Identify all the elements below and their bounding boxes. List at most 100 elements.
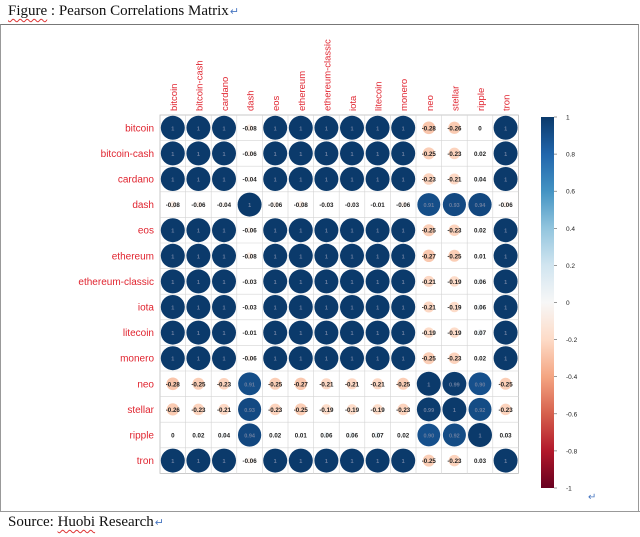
correlation-value: -0.25 xyxy=(294,407,309,414)
correlation-circle xyxy=(417,193,441,217)
correlation-circle xyxy=(422,121,436,135)
correlation-value: 1 xyxy=(171,229,174,235)
correlation-circle xyxy=(340,115,364,140)
correlation-circle xyxy=(288,346,313,371)
correlation-circle xyxy=(340,346,364,371)
correlation-circle xyxy=(391,218,416,243)
correlation-circle xyxy=(448,173,460,185)
correlation-circle xyxy=(212,167,236,191)
correlation-value: -0.19 xyxy=(422,330,437,337)
correlation-circle xyxy=(340,295,364,319)
correlation-circle xyxy=(160,218,185,243)
correlation-circle xyxy=(186,141,211,166)
correlation-circle xyxy=(324,202,329,207)
correlation-circle xyxy=(212,269,236,294)
correlation-circle xyxy=(468,423,492,447)
correlation-value: -0.23 xyxy=(396,407,411,414)
correlation-value: 1 xyxy=(222,254,225,260)
correlation-value: 1 xyxy=(171,178,174,184)
correlation-value: 1 xyxy=(376,357,379,363)
correlation-value: -0.23 xyxy=(217,381,232,388)
correlation-value: 0.04 xyxy=(474,177,487,184)
correlation-circle xyxy=(365,243,390,268)
correlation-value: 1 xyxy=(376,254,379,260)
correlation-circle xyxy=(365,141,390,166)
correlation-circle xyxy=(346,404,358,415)
correlation-circle xyxy=(477,278,483,285)
correlation-circle xyxy=(448,352,461,364)
correlation-circle xyxy=(417,423,441,447)
correlation-value: 1 xyxy=(171,459,174,465)
correlation-value: 1 xyxy=(376,306,379,312)
correlation-value: 1 xyxy=(504,229,507,235)
row-label: ripple xyxy=(130,431,155,442)
correlation-circle xyxy=(247,304,252,310)
correlation-value: -0.23 xyxy=(422,177,437,184)
row-label: ethereum-classic xyxy=(78,277,154,288)
correlation-value: 1 xyxy=(299,306,302,312)
correlation-circle xyxy=(365,448,390,473)
correlation-circle xyxy=(340,320,364,345)
correlation-value: -0.06 xyxy=(243,151,258,158)
correlation-value: -0.06 xyxy=(499,202,514,209)
correlation-circle xyxy=(423,301,435,313)
row-label: ethereum xyxy=(112,251,154,262)
correlation-circle xyxy=(397,377,410,390)
correlation-value: 1 xyxy=(222,229,225,235)
correlation-value: 1 xyxy=(427,382,430,388)
row-label: cardano xyxy=(118,175,155,186)
correlation-value: 1 xyxy=(325,152,328,158)
correlation-circle xyxy=(476,329,484,336)
column-label: eos xyxy=(271,95,282,111)
correlation-circle xyxy=(314,218,339,243)
correlation-circle xyxy=(365,218,390,243)
correlation-value: 0.07 xyxy=(474,330,487,337)
correlation-value: 1 xyxy=(504,152,507,158)
correlation-circle xyxy=(391,346,416,371)
correlation-value: -0.27 xyxy=(422,253,437,260)
correlation-circle xyxy=(314,141,339,166)
colorbar-tick-label: -0.6 xyxy=(566,411,578,418)
colorbar xyxy=(541,117,554,488)
correlation-circle xyxy=(246,457,253,464)
row-label: litecoin xyxy=(123,328,154,339)
column-label: stellar xyxy=(450,86,461,111)
correlation-value: -0.01 xyxy=(243,330,258,337)
correlation-value: -0.04 xyxy=(217,202,232,209)
correlation-circle xyxy=(263,346,288,371)
correlation-circle xyxy=(246,124,253,132)
correlation-value: 1 xyxy=(504,331,507,337)
correlation-value: -0.28 xyxy=(422,125,437,132)
correlation-circle xyxy=(449,276,460,287)
colorbar-tick-label: 0.6 xyxy=(566,189,575,196)
correlation-circle xyxy=(238,397,262,421)
correlation-value: -0.23 xyxy=(499,407,514,414)
correlation-value: -0.06 xyxy=(268,202,283,209)
correlation-circle xyxy=(416,371,441,396)
correlation-value: -0.23 xyxy=(447,458,462,465)
correlation-value: 1 xyxy=(402,152,405,158)
correlation-circle xyxy=(493,269,518,294)
correlation-value: 1 xyxy=(222,306,225,312)
correlation-circle xyxy=(160,115,185,140)
correlation-circle xyxy=(442,193,466,217)
column-label: neo xyxy=(425,95,436,111)
correlation-value: 0.99 xyxy=(423,408,434,414)
correlation-circle xyxy=(212,448,236,473)
correlation-value: 1 xyxy=(325,126,328,132)
correlation-circle xyxy=(269,377,282,390)
correlation-value: -0.27 xyxy=(294,381,309,388)
correlation-value: 1 xyxy=(402,178,405,184)
correlation-value: 1 xyxy=(376,459,379,465)
correlation-value: 1 xyxy=(376,280,379,286)
colorbar-tick-label: -0.4 xyxy=(566,374,578,381)
correlation-circle xyxy=(478,151,482,156)
correlation-circle xyxy=(401,433,405,437)
correlation-value: -0.23 xyxy=(268,407,283,414)
paragraph-mark-icon: ↵ xyxy=(588,492,596,503)
correlation-value: -0.25 xyxy=(422,356,437,363)
source-name: Huobi xyxy=(57,514,96,530)
correlation-value: 1 xyxy=(325,254,328,260)
correlation-value: 1 xyxy=(274,331,277,337)
correlation-circle xyxy=(468,192,492,217)
